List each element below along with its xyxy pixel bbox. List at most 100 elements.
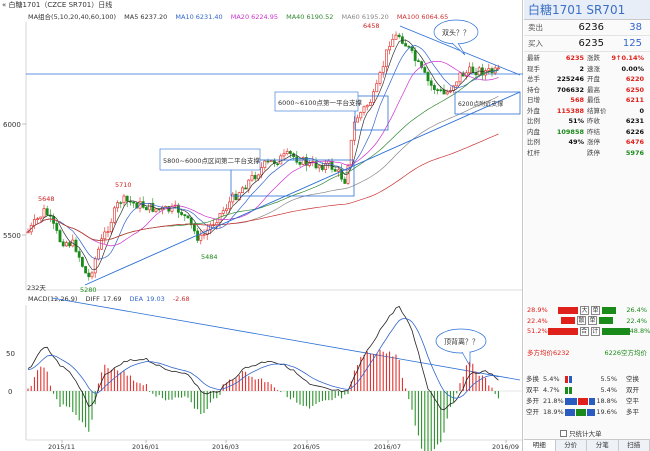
position-row: 多换 5.4% 5.5% 空换 xyxy=(524,374,650,385)
position-label: 多开 xyxy=(526,397,539,405)
diff-label: DIFF xyxy=(85,295,100,303)
ask-volume: 38 xyxy=(629,22,642,33)
ma60-line xyxy=(27,95,499,241)
candle-body xyxy=(346,165,350,184)
candle-body xyxy=(368,102,372,106)
avg-price-row: 多方均价6232 6226空方均价 xyxy=(524,348,650,358)
candle-body xyxy=(410,46,414,51)
stat-key: 日增 xyxy=(527,96,540,104)
position-bars xyxy=(565,387,595,394)
candle-body xyxy=(228,201,232,210)
ask-row[interactable]: 卖出 6236 38 xyxy=(524,20,650,36)
stat-value: 0.00% xyxy=(621,64,644,73)
stat-value: 51% xyxy=(568,117,584,125)
flow-buy-pct: 51.2% xyxy=(527,327,548,335)
quote-panel: 白糖1701 SR701 卖出 6236 38 买入 6235 125 最新 62… xyxy=(524,0,650,451)
bid-row[interactable]: 买入 6235 125 xyxy=(524,36,650,52)
callout-divergence xyxy=(435,328,487,354)
tab-2[interactable]: 分笔 xyxy=(587,440,619,451)
position-row: 空开 18.9% 19.6% 多平 xyxy=(524,407,650,418)
stat-key: 现手 xyxy=(527,64,540,73)
annotation-box-a1 xyxy=(159,148,261,171)
macd-histogram xyxy=(27,349,499,451)
date-tick-label: 2015/11 xyxy=(48,443,75,451)
order-flow: 28.9% 大单 26.4% 22.4% 散单 22.4% 51.2% 合计 48.8% xyxy=(524,305,650,337)
candle-body xyxy=(113,207,116,223)
chart-title-text: 白糖1701（CZCE SR701）日线 xyxy=(8,1,113,9)
macd-lines xyxy=(27,305,499,411)
stat-value: 6476 xyxy=(625,138,644,146)
flow-buy-pct: 22.4% xyxy=(527,316,548,325)
stat-value: 706632 xyxy=(556,85,584,94)
stat-cell: 昨收 6231 xyxy=(587,116,647,127)
support-box-3 xyxy=(454,91,521,115)
candle-body xyxy=(432,85,436,90)
stat-value: 6231 xyxy=(625,117,644,125)
ma5-line xyxy=(27,39,499,270)
price-tick-6000: 6000 xyxy=(3,121,21,129)
candle-body xyxy=(125,195,129,202)
date-tick-label: 2016/03 xyxy=(212,443,239,451)
candle-body xyxy=(58,230,62,243)
stat-cell: 外盘 115388 xyxy=(527,106,587,117)
stat-cell: 内盘 109858 xyxy=(527,127,587,138)
stat-key: 结算价 xyxy=(587,106,607,115)
candle-body xyxy=(471,66,475,74)
candle-body xyxy=(218,213,222,224)
flow-sell-bar xyxy=(601,327,630,335)
annotation-a4: 双头？？ xyxy=(442,28,470,37)
candle-body xyxy=(263,160,267,168)
flow-sell-pct: 22.4% xyxy=(626,316,647,325)
ma-legend-label: MA组合(5,10,20,40,60,100) xyxy=(28,13,117,21)
candle-body xyxy=(468,66,472,74)
tab-1[interactable]: 分价 xyxy=(555,440,587,451)
flow-bars: 大单 xyxy=(551,305,623,315)
candle-body xyxy=(119,202,123,204)
days-counter: 232天 xyxy=(27,284,46,292)
candle-body xyxy=(349,139,353,167)
position-row: 双平 4.7% 5.4% 双开 xyxy=(524,385,650,396)
candle-body xyxy=(330,160,334,170)
candle-body xyxy=(394,34,398,40)
flow-tag: 计 xyxy=(590,326,600,336)
stat-key: 最高 xyxy=(587,85,600,94)
candle-body xyxy=(247,179,251,190)
tab-3[interactable]: 扫描 xyxy=(618,440,650,451)
candle-body xyxy=(359,112,363,119)
candle-body xyxy=(365,105,369,108)
candle-body xyxy=(336,169,340,172)
only-big-order-toggle[interactable]: 只统计大单 xyxy=(560,428,602,438)
candle-body xyxy=(429,80,433,86)
candle-body xyxy=(362,106,366,113)
kline-chart-area[interactable]: « 白糖1701（CZCE SR701）日线 MA组合(5,10,20,40,6… xyxy=(0,0,523,451)
stat-key: 最低 xyxy=(587,96,600,104)
macd-trend-line xyxy=(51,297,521,381)
candle-body xyxy=(343,178,347,184)
candle-body xyxy=(298,161,302,165)
stat-cell: 开盘 6220 xyxy=(587,74,647,85)
macd-tick-50: 50 xyxy=(6,350,15,358)
stat-value: 6250 xyxy=(625,85,644,94)
stat-cell: 跌停 5976 xyxy=(587,148,647,159)
chevron-icon[interactable]: « xyxy=(2,1,7,9)
stat-key: 比例 xyxy=(527,138,540,146)
stat-key: 内盘 xyxy=(527,127,540,136)
marker-5280: 5280 xyxy=(80,286,97,294)
ma40-line xyxy=(27,69,499,241)
stat-value: 5976 xyxy=(625,148,644,157)
candle-body xyxy=(413,50,417,61)
annotation-a3: 6200点附近支撑 xyxy=(458,100,503,108)
stat-value: 6235 xyxy=(565,54,584,62)
candle-body xyxy=(253,175,257,180)
candle-body xyxy=(458,72,462,83)
checkbox[interactable] xyxy=(560,429,567,437)
stat-cell: 涨停 6476 xyxy=(587,137,647,148)
candle-body xyxy=(327,160,331,164)
chart-canvas[interactable]: 6000 5500 50 0 2015/11 2016/01 2016/03 2016… xyxy=(0,0,523,451)
position-label: 空换 xyxy=(626,375,639,383)
candle-body xyxy=(106,231,110,233)
tab-0[interactable]: 明细 xyxy=(524,440,556,451)
candle-body xyxy=(154,208,158,212)
candle-body xyxy=(234,193,238,201)
